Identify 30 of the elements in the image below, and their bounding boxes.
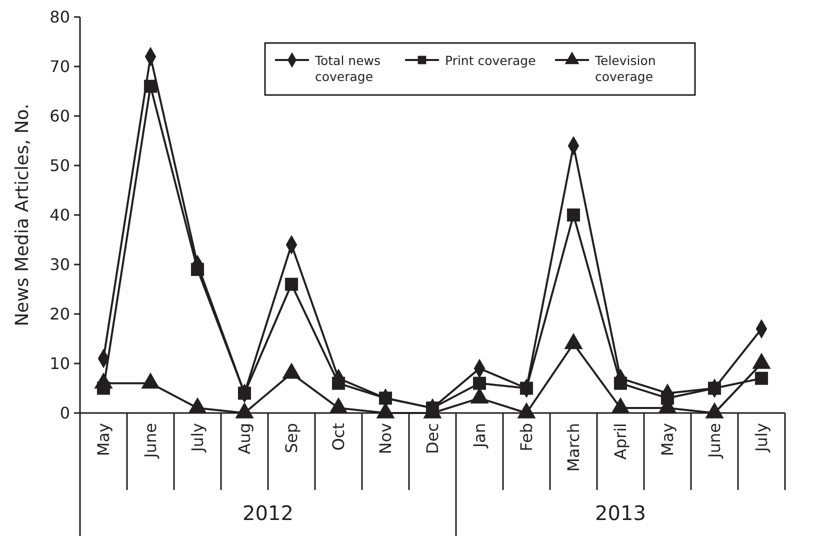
x-tick-label: April [611,423,630,460]
y-tick-label: 70 [50,57,70,76]
y-tick-label: 80 [50,8,70,27]
legend-label: Print coverage [445,53,536,68]
x-tick-label: Nov [376,423,396,454]
x-tick-label: June [705,423,724,459]
x-tick-label: Oct [329,423,348,451]
y-axis-title: News Media Articles, No. [12,104,33,326]
x-tick-label: July [752,423,772,453]
x-tick-label: May [658,423,678,456]
y-tick-label: 30 [50,255,70,274]
y-tick-label: 0 [60,404,70,423]
text: 2012 [242,501,294,525]
x-tick-label: Aug [235,423,254,454]
x-tick-label: March [564,423,584,472]
legend-label: Total news coverage [314,53,381,84]
y-tick-label: 50 [50,156,70,176]
x-tick-label: Sep [282,423,302,454]
y-tick-label: 20 [50,304,70,324]
legend-label: Television coverage [594,53,656,84]
x-tick-label: May [94,423,114,456]
x-tick-label: Jan [470,423,490,449]
text: 2013 [595,501,646,525]
y-tick-label: 40 [50,206,70,225]
y-tick-label: 10 [50,354,70,374]
x-tick-label: July [188,423,208,453]
x-tick-label: Feb [517,423,536,452]
x-tick-label: June [141,423,160,459]
x-tick-label: Dec [423,423,442,454]
y-tick-label: 60 [50,106,70,126]
